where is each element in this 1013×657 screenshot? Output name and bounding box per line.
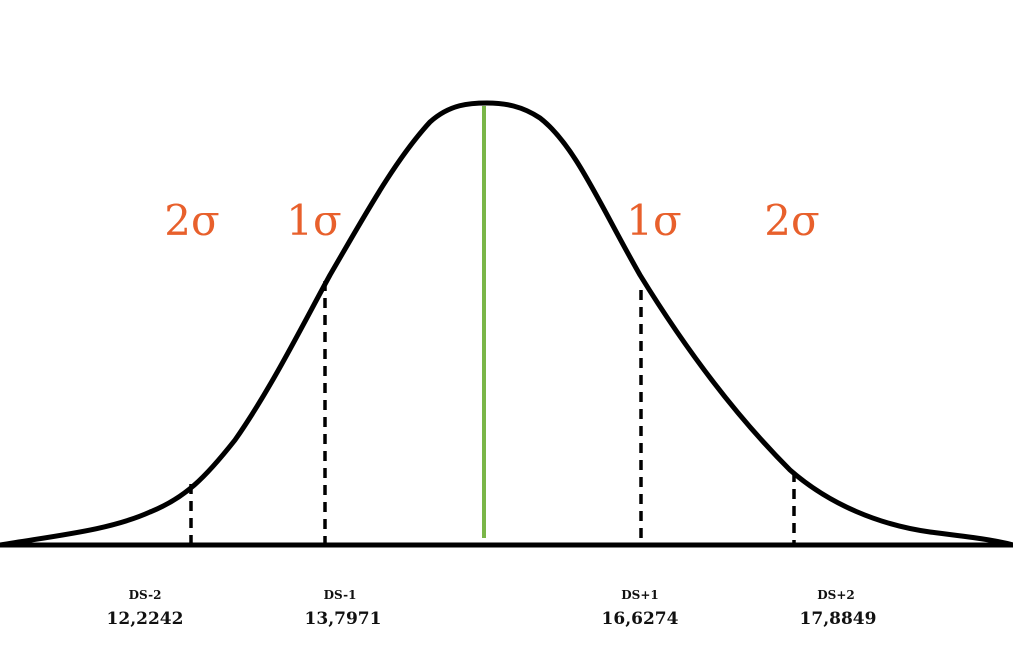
marker-value-ds-plus-2: 17,8849 (800, 609, 877, 629)
marker-name-ds-plus-2: DS+2 (817, 588, 854, 602)
sigma-label-right-2: 2σ (764, 196, 819, 245)
marker-name-ds-minus-2: DS-2 (129, 588, 162, 602)
marker-value-ds-minus-2: 12,2242 (107, 609, 184, 629)
marker-value-ds-minus-1: 13,7971 (305, 609, 382, 629)
bell-curve (0, 100, 1013, 548)
sigma-label-left-1: 1σ (286, 196, 341, 245)
marker-name-ds-minus-1: DS-1 (324, 588, 357, 602)
marker-value-ds-plus-1: 16,6274 (602, 609, 679, 629)
marker-name-ds-plus-1: DS+1 (621, 588, 658, 602)
sigma-label-left-2: 2σ (164, 196, 219, 245)
sigma-label-right-1: 1σ (626, 196, 681, 245)
